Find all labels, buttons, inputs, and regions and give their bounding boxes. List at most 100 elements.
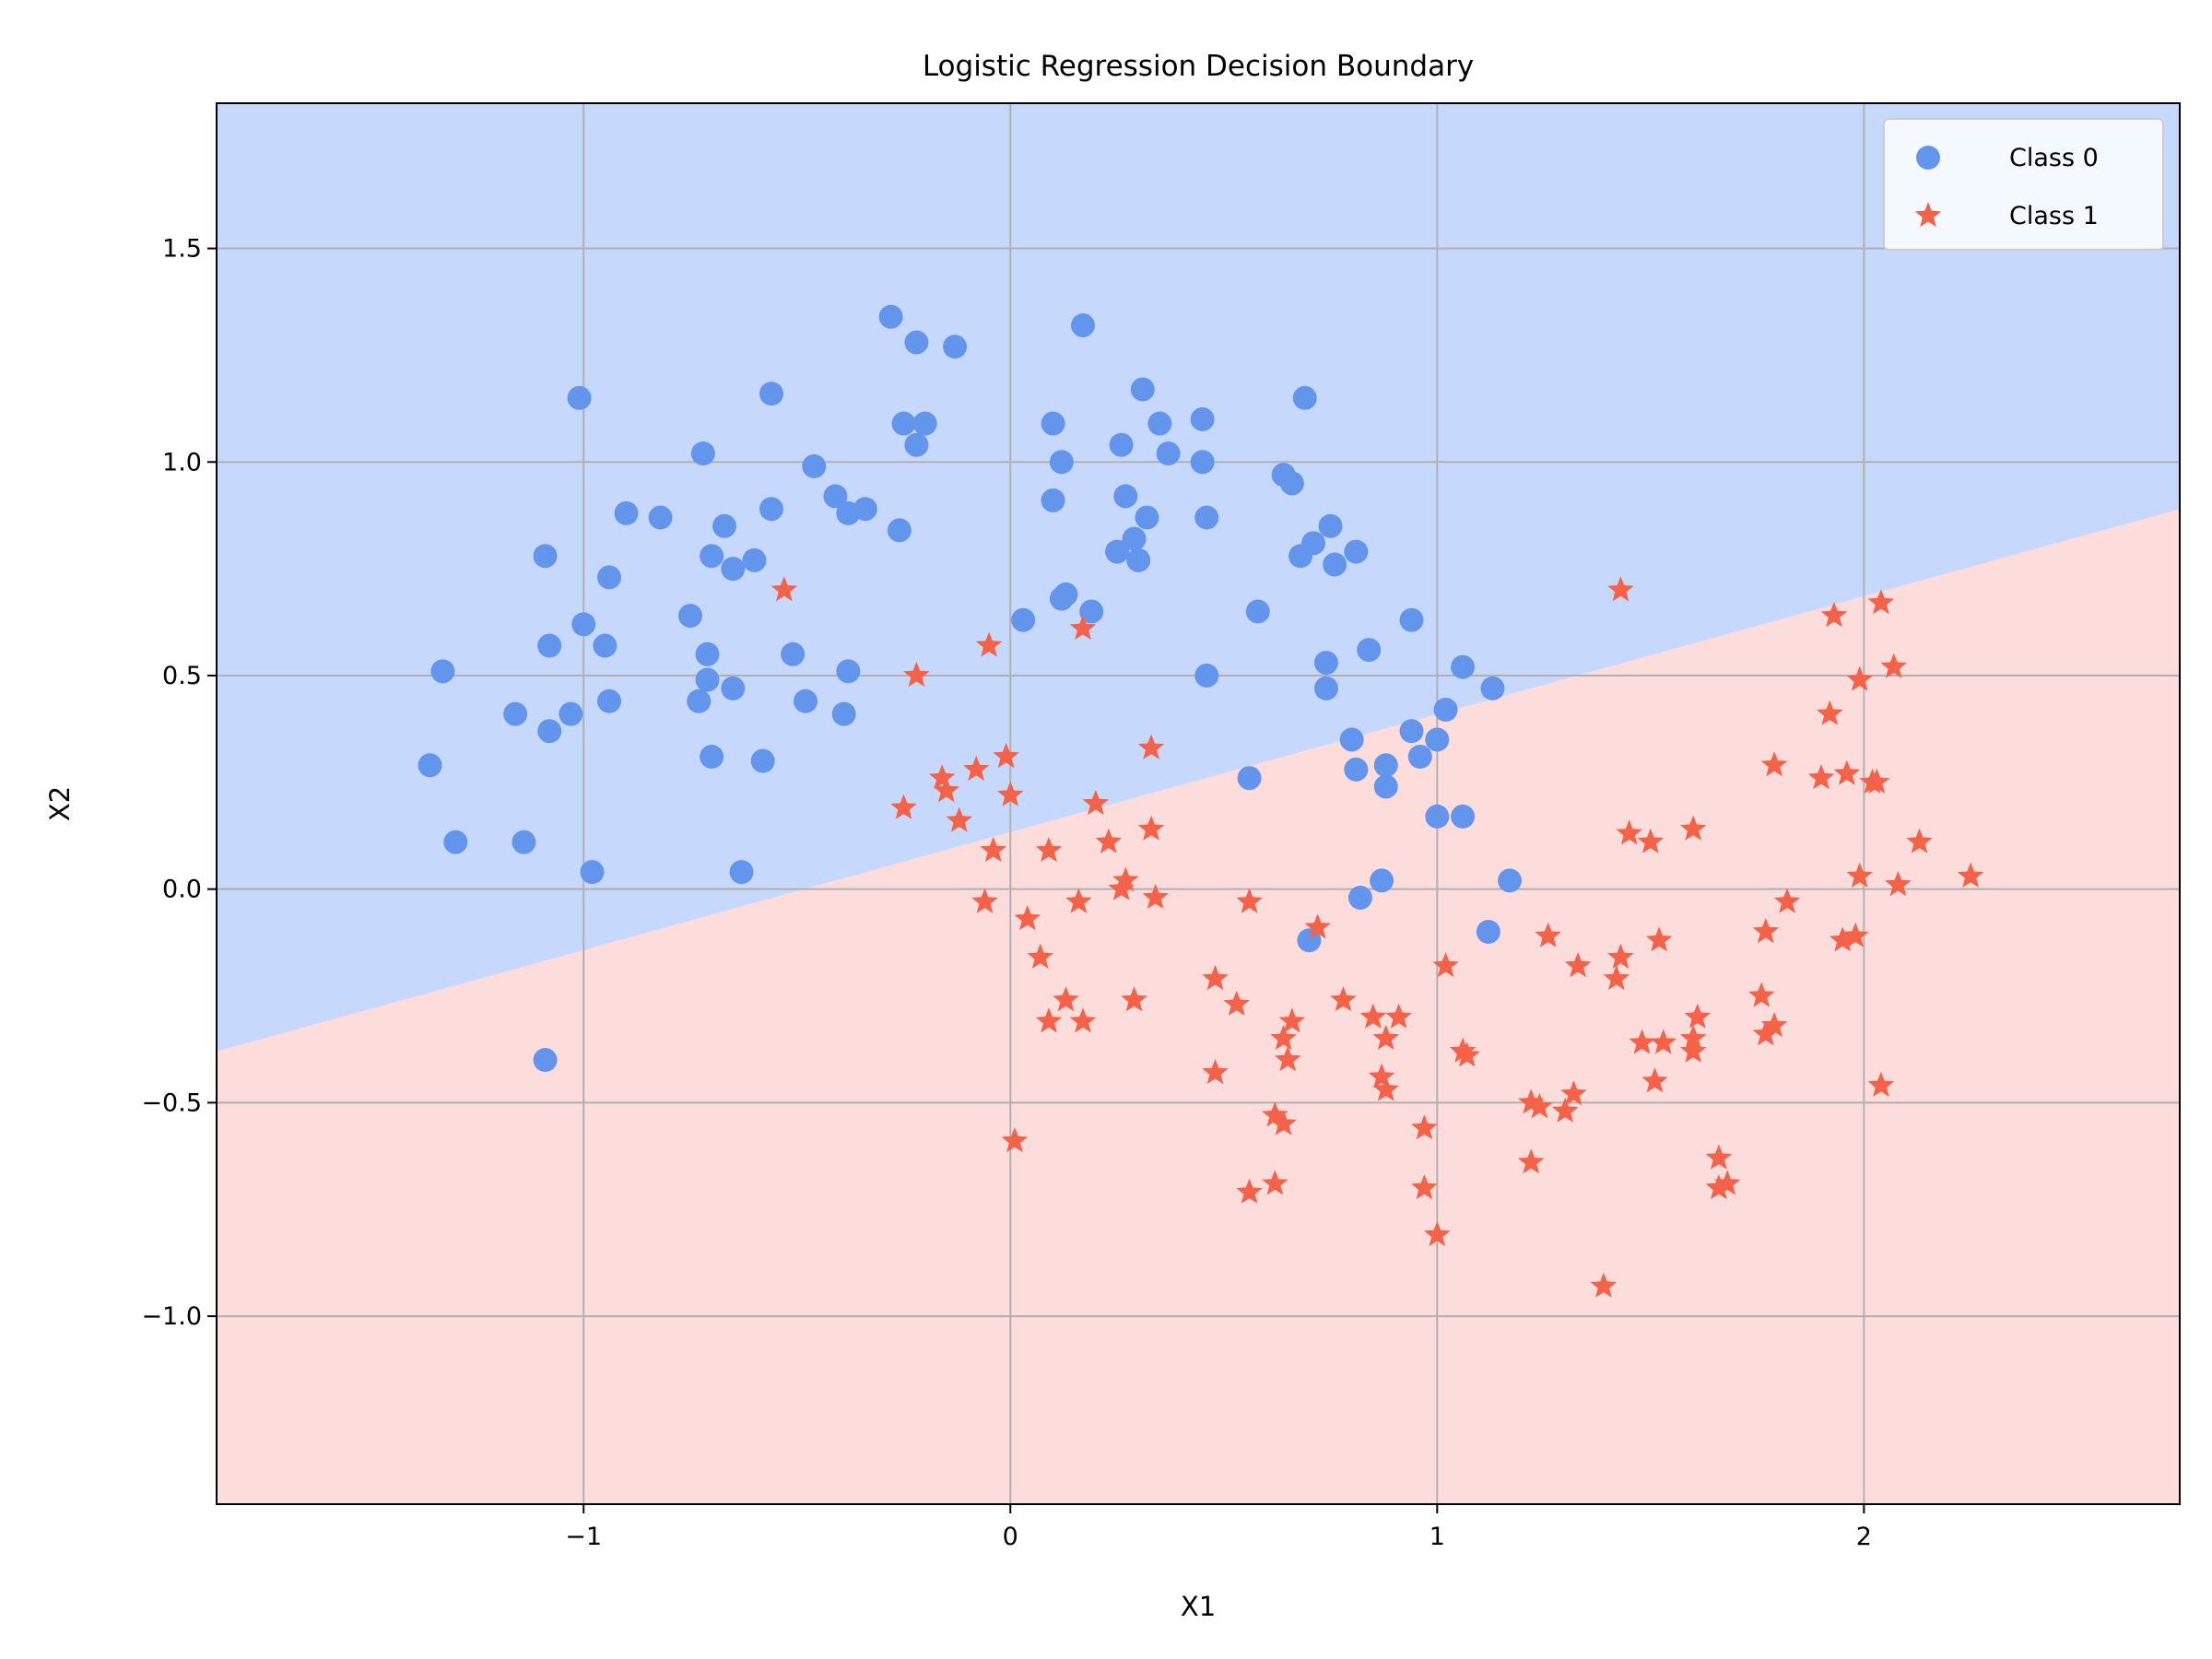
class-1-point bbox=[1236, 1178, 1263, 1204]
legend-marker-class-0-symbol bbox=[1916, 146, 1940, 170]
class-1-point bbox=[1202, 965, 1229, 991]
class-0-point bbox=[891, 411, 916, 436]
class-0-point bbox=[537, 633, 562, 658]
class-0-point bbox=[887, 518, 912, 543]
class-1-point bbox=[1867, 1071, 1895, 1097]
class-0-point bbox=[597, 688, 621, 713]
class-1-region bbox=[217, 509, 2180, 1504]
class-0-point bbox=[912, 411, 937, 436]
class-0-point bbox=[1399, 719, 1424, 744]
legend-label-class-0: Class 0 bbox=[2009, 144, 2099, 172]
class-1-point bbox=[980, 837, 1006, 863]
class-0-point bbox=[794, 688, 818, 713]
class-1-point bbox=[1432, 952, 1459, 978]
class-1-point bbox=[1137, 815, 1165, 841]
class-1-point bbox=[1906, 828, 1933, 853]
class-0-point bbox=[904, 432, 929, 457]
class-1-point bbox=[1035, 1007, 1063, 1033]
legend-box bbox=[1883, 118, 2164, 251]
class-0-point bbox=[742, 547, 767, 572]
class-0-point bbox=[1313, 651, 1338, 676]
class-1-point bbox=[1679, 815, 1707, 841]
class-1-point bbox=[1368, 1063, 1395, 1088]
class-1-point bbox=[1411, 1174, 1438, 1200]
class-1-point bbox=[1684, 1003, 1711, 1029]
class-1-point bbox=[1552, 1097, 1579, 1123]
class-1-point bbox=[933, 777, 960, 803]
class-0-point bbox=[1370, 868, 1394, 893]
class-1-point bbox=[1424, 1221, 1451, 1247]
class-0-point bbox=[1135, 505, 1159, 530]
class-0-point bbox=[1399, 607, 1424, 632]
x-tick-label: −1 bbox=[565, 1523, 602, 1551]
y-tick-label: 0.0 bbox=[162, 876, 202, 904]
class-1-point bbox=[1121, 986, 1147, 1012]
class-0-point bbox=[1190, 406, 1215, 431]
class-1-point bbox=[1236, 888, 1263, 913]
class-0-point bbox=[1041, 411, 1065, 436]
class-0-point bbox=[1313, 676, 1338, 700]
class-0-point bbox=[759, 497, 783, 522]
class-1-point bbox=[1564, 952, 1592, 978]
y-tick-label: −0.5 bbox=[141, 1088, 202, 1117]
class-1-point bbox=[1880, 653, 1907, 678]
class-0-point bbox=[418, 753, 442, 778]
class-0-point bbox=[690, 441, 715, 465]
class-1-point bbox=[1607, 576, 1634, 602]
class-0-points bbox=[418, 304, 1523, 1073]
class-0-point bbox=[1130, 377, 1155, 402]
class-0-point bbox=[559, 701, 583, 726]
class-0-point bbox=[567, 385, 592, 410]
class-0-point bbox=[802, 453, 827, 478]
class-0-point bbox=[503, 701, 528, 726]
class-1-point bbox=[1705, 1174, 1733, 1200]
class-0-point bbox=[1498, 868, 1523, 893]
class-1-point bbox=[1385, 1003, 1412, 1029]
x-tick-label: 1 bbox=[1430, 1523, 1445, 1551]
class-0-point bbox=[430, 659, 455, 684]
class-0-point bbox=[614, 500, 639, 525]
chart-title: Logistic Regression Decision Boundary bbox=[923, 50, 1474, 83]
class-1-point bbox=[1760, 1012, 1788, 1038]
class-1-point bbox=[1517, 1148, 1545, 1174]
class-1-point bbox=[1957, 862, 1984, 888]
class-0-point bbox=[853, 497, 877, 522]
class-0-point bbox=[1113, 484, 1138, 509]
class-0-point bbox=[1301, 531, 1326, 556]
class-0-point bbox=[721, 676, 746, 700]
x-axis-ticks: −1 0 1 2 bbox=[565, 1504, 1872, 1551]
class-1-point bbox=[1820, 602, 1848, 628]
class-0-point bbox=[700, 745, 724, 770]
class-0-point bbox=[943, 335, 968, 359]
class-0-point bbox=[1373, 774, 1398, 799]
class-1-point bbox=[997, 781, 1024, 806]
class-1-point bbox=[1607, 943, 1634, 969]
class-1-point bbox=[1065, 888, 1092, 913]
class-1-point bbox=[1817, 700, 1843, 725]
class-0-point bbox=[1237, 766, 1262, 791]
y-axis-ticks: −1.0 −0.5 0.0 0.5 1.0 1.5 bbox=[141, 235, 217, 1331]
class-1-point bbox=[1535, 922, 1561, 947]
class-1-point bbox=[771, 576, 798, 602]
class-1-point bbox=[903, 662, 930, 688]
plot-area bbox=[217, 103, 2180, 1504]
class-0-point bbox=[533, 544, 558, 569]
y-tick-label: 0.5 bbox=[162, 662, 202, 690]
class-0-point bbox=[1147, 411, 1172, 436]
class-1-point bbox=[1223, 990, 1250, 1016]
class-1-point bbox=[1069, 615, 1097, 641]
class-0-point bbox=[512, 830, 536, 854]
class-1-point bbox=[1270, 1110, 1297, 1135]
class-1-point bbox=[1705, 1144, 1733, 1170]
class-0-point bbox=[443, 830, 468, 854]
class-1-point bbox=[1142, 884, 1169, 910]
class-1-point bbox=[1679, 1024, 1707, 1050]
class-1-point bbox=[1262, 1101, 1288, 1127]
class-0-point bbox=[1070, 312, 1095, 337]
class-1-point bbox=[975, 631, 1003, 657]
class-1-point bbox=[890, 794, 917, 819]
class-1-point bbox=[1629, 1029, 1655, 1054]
class-0-point bbox=[1425, 727, 1450, 752]
class-0-point bbox=[1318, 513, 1343, 538]
class-1-point bbox=[1372, 1024, 1399, 1050]
